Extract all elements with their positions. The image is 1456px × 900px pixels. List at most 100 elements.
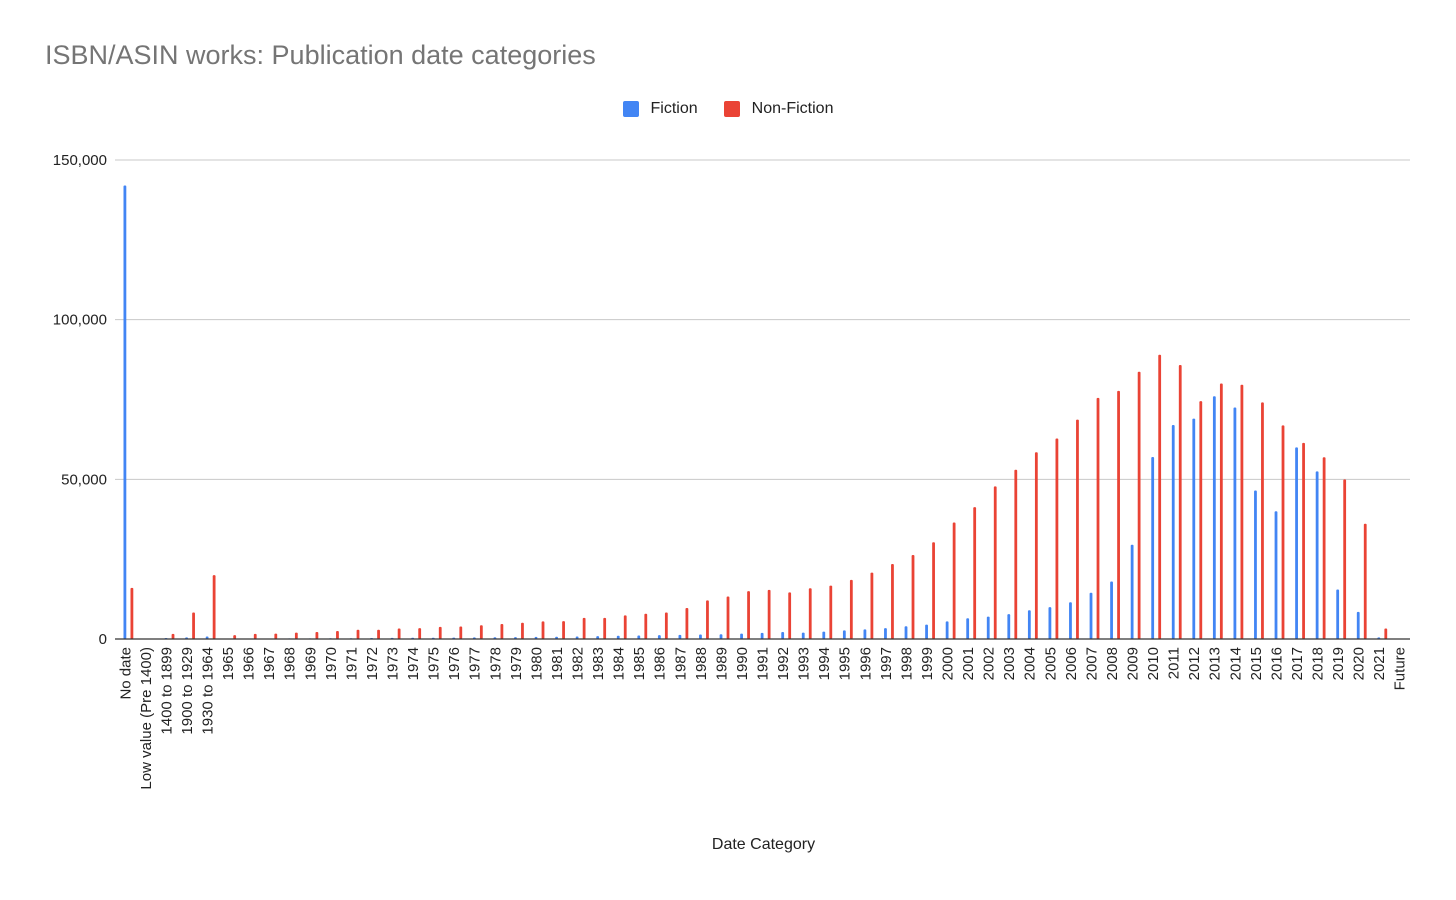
bar-fiction-44 [1027, 610, 1031, 639]
x-tick-label: 1971 [343, 647, 360, 680]
bar-non-fiction-42 [993, 486, 997, 639]
x-tick-label: 1970 [323, 647, 340, 680]
legend-swatch-non-fiction [723, 101, 740, 117]
x-tick-label: 2004 [1022, 647, 1039, 680]
bar-non-fiction-50 [1158, 354, 1162, 639]
bar-fiction-28 [699, 634, 702, 639]
bar-fiction-32 [781, 631, 785, 639]
bar-non-fiction-44 [1034, 452, 1038, 639]
bar-fiction-37 [884, 628, 887, 639]
x-tick-label: 2008 [1104, 647, 1121, 680]
bar-fiction-23 [596, 636, 600, 639]
x-tick-label: 2003 [1001, 647, 1018, 680]
bar-non-fiction-27 [685, 608, 689, 639]
bar-fiction-51 [1171, 425, 1175, 639]
bar-fiction-24 [616, 635, 620, 639]
bar-non-fiction-8 [294, 632, 298, 639]
x-tick-label: 1999 [919, 647, 936, 680]
x-tick-label: 2019 [1330, 647, 1347, 680]
bar-fiction-27 [678, 634, 682, 639]
bar-non-fiction-28 [706, 600, 709, 639]
bar-fiction-48 [1110, 581, 1113, 639]
x-tick-label: 1982 [570, 647, 587, 680]
bar-non-fiction-58 [1322, 457, 1326, 639]
bar-non-fiction-12 [377, 629, 380, 639]
bar-fiction-29 [719, 634, 723, 639]
x-tick-label: 1985 [631, 647, 648, 680]
x-tick-label: 2012 [1186, 647, 1203, 680]
bar-non-fiction-55 [1261, 402, 1264, 639]
bar-non-fiction-13 [397, 628, 401, 639]
bar-non-fiction-36 [870, 572, 874, 639]
bar-non-fiction-35 [849, 579, 853, 639]
x-tick-label: 1976 [446, 647, 463, 680]
bar-non-fiction-31 [767, 589, 771, 639]
bar-fiction-31 [760, 632, 764, 639]
x-tick-label: 2002 [981, 647, 998, 680]
bar-non-fiction-4 [212, 575, 216, 639]
x-tick-label: Low value (Pre 1400) [138, 647, 155, 790]
bar-non-fiction-54 [1240, 384, 1244, 639]
bar-fiction-53 [1212, 396, 1216, 639]
bar-non-fiction-2 [171, 633, 175, 639]
bar-fiction-39 [925, 624, 928, 639]
x-tick-label: 2014 [1227, 647, 1244, 680]
x-tick-label: No date [117, 647, 134, 700]
bar-non-fiction-20 [541, 621, 545, 639]
bar-fiction-49 [1130, 544, 1134, 639]
legend-entry-non-fiction: Non-Fiction [723, 100, 833, 118]
bar-non-fiction-60 [1363, 523, 1367, 639]
x-tick-label: 1997 [878, 647, 895, 680]
bar-fiction-30 [740, 633, 743, 639]
bar-non-fiction-14 [418, 628, 422, 639]
bar-non-fiction-49 [1137, 371, 1141, 639]
bar-fiction-60 [1356, 611, 1360, 639]
x-tick-label: 1967 [261, 647, 278, 680]
x-tick-label: 1968 [282, 647, 299, 680]
x-tick-label: 2016 [1268, 647, 1285, 680]
x-tick-label: 1988 [693, 647, 710, 680]
bar-non-fiction-53 [1219, 383, 1223, 639]
bar-non-fiction-51 [1178, 365, 1182, 639]
bar-fiction-40 [945, 621, 949, 639]
legend-label-fiction: Fiction [650, 100, 698, 117]
bar-fiction-0 [123, 185, 127, 639]
x-tick-label: 2011 [1166, 647, 1183, 679]
bar-non-fiction-23 [603, 617, 607, 639]
bar-fiction-41 [966, 618, 970, 639]
bar-fiction-36 [863, 629, 867, 639]
x-tick-label: Future [1392, 647, 1409, 690]
bar-non-fiction-57 [1302, 442, 1305, 639]
y-tick-label: 100,000 [53, 312, 107, 329]
x-tick-label: 2009 [1125, 647, 1142, 680]
bar-fiction-45 [1048, 607, 1052, 639]
legend-swatch-fiction [622, 101, 639, 117]
bar-fiction-52 [1192, 418, 1196, 639]
bar-non-fiction-11 [356, 629, 360, 639]
bar-non-fiction-10 [336, 631, 339, 639]
x-tick-label: 1978 [487, 647, 504, 680]
x-tick-label: 1996 [857, 647, 874, 680]
bar-fiction-47 [1089, 592, 1093, 639]
x-tick-label: 1975 [426, 647, 443, 680]
x-tick-label: 1969 [302, 647, 319, 680]
bar-non-fiction-25 [644, 613, 648, 639]
bar-non-fiction-40 [952, 522, 956, 639]
x-tick-label: 1991 [755, 647, 772, 680]
bar-non-fiction-61 [1384, 628, 1388, 639]
x-tick-label: 1977 [467, 647, 484, 680]
x-tick-label: 2015 [1248, 647, 1265, 680]
bar-non-fiction-18 [500, 623, 504, 639]
bar-non-fiction-33 [808, 588, 812, 639]
bar-non-fiction-0 [130, 587, 134, 639]
bar-non-fiction-15 [438, 626, 442, 639]
bar-non-fiction-30 [747, 591, 750, 639]
bar-non-fiction-21 [562, 621, 565, 639]
x-tick-label: 1987 [672, 647, 689, 680]
bar-non-fiction-19 [521, 622, 524, 639]
bar-fiction-38 [904, 626, 908, 639]
x-tick-label: 1966 [241, 647, 258, 680]
bar-non-fiction-45 [1055, 438, 1059, 639]
bar-fiction-59 [1336, 589, 1340, 639]
